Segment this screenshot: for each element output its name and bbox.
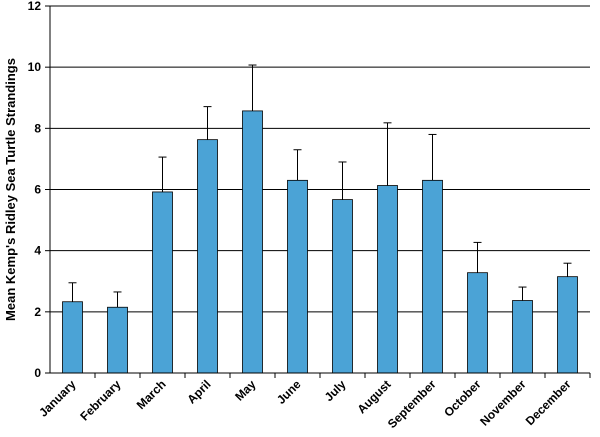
y-tick-label: 2 [34,305,41,319]
bar [557,276,578,374]
gridlines [50,5,590,313]
y-tick-label: 6 [34,183,41,197]
x-tick-label: January [36,377,79,420]
bar [287,179,308,374]
bar [422,179,443,374]
x-tick-label: February [77,377,123,423]
y-tick-label: 0 [34,366,41,380]
error-bars [68,64,572,308]
x-tick-label: September [385,377,439,431]
y-tick-label: 12 [28,0,42,13]
x-tick-label: March [134,377,169,412]
y-tick-label: 10 [28,60,42,74]
x-tick-label: December [523,377,574,428]
x-tick-label: October [441,377,484,420]
bar [152,191,173,374]
x-tick-label: August [354,377,393,416]
x-tick-label: May [232,377,259,404]
bar [197,139,218,374]
x-tick-label: April [184,377,213,406]
bar [467,272,488,374]
y-tick-labels: 0 2 4 6 8 10 12 [28,0,42,380]
bars [62,110,578,374]
bar [107,306,128,374]
bar [62,301,83,374]
y-axis-title: Mean Kemp's Ridley Sea Turtle Strandings [3,58,18,321]
y-tick-label: 8 [34,121,41,135]
x-tick-label: June [274,377,304,407]
y-tick-label: 4 [34,244,41,258]
axes [45,5,591,378]
bar [512,300,533,374]
bar [332,199,353,374]
x-tick-label: November [477,377,529,429]
bar [242,110,263,374]
bar [377,185,398,374]
x-tick-label: July [322,377,349,404]
